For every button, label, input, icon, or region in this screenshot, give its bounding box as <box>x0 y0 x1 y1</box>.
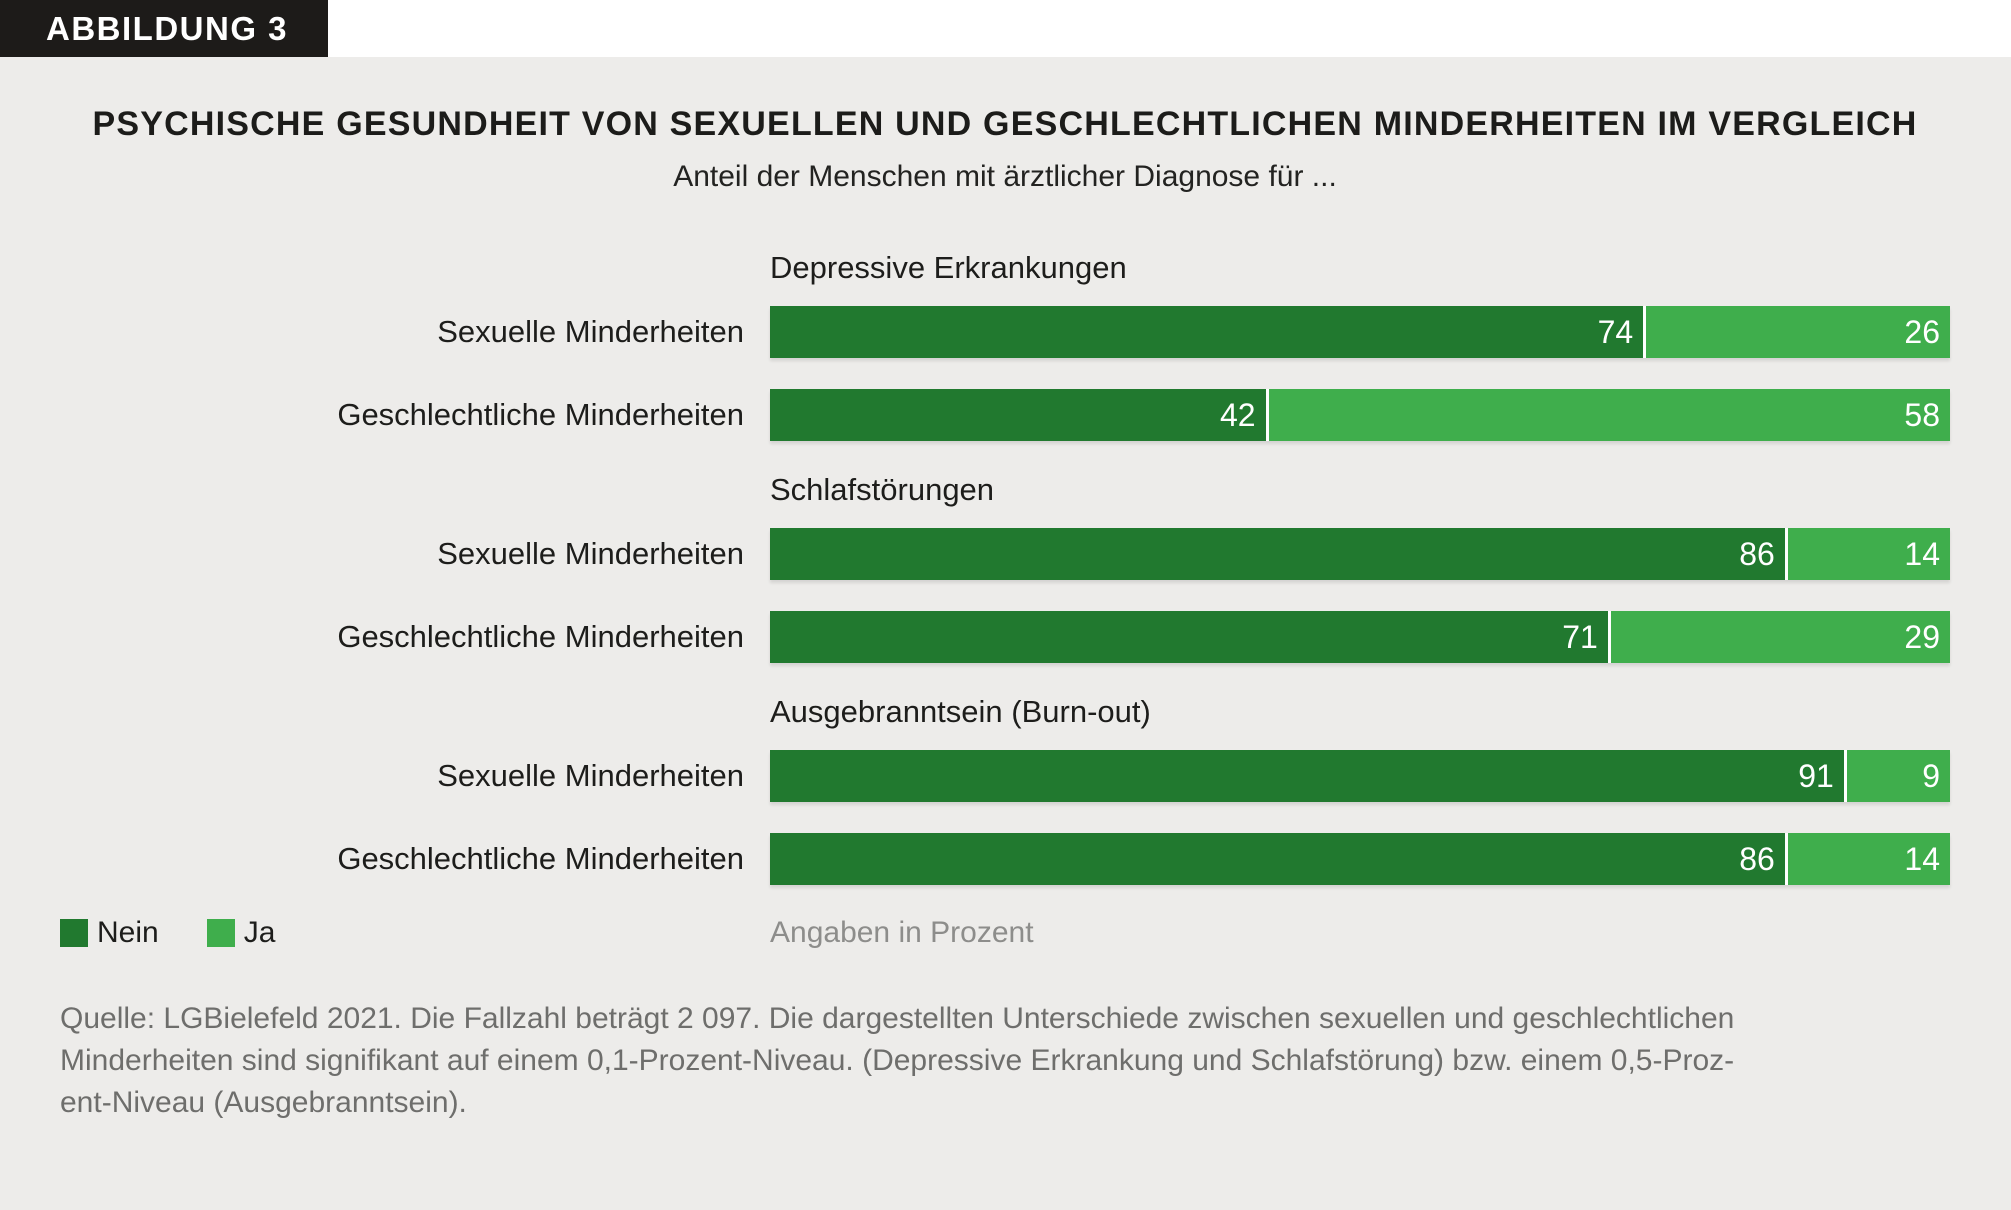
bar-row: Sexuelle Minderheiten 74 26 <box>60 306 1950 358</box>
stacked-bar: 91 9 <box>770 750 1950 802</box>
row-label: Geschlechtliche Minderheiten <box>337 841 744 876</box>
chart-title: PSYCHISCHE GESUNDHEIT VON SEXUELLEN UND … <box>92 105 1918 143</box>
bar-row: Geschlechtliche Minderheiten 71 29 <box>60 611 1950 663</box>
bar-row: Geschlechtliche Minderheiten 42 58 <box>60 389 1950 441</box>
bar-value-nein: 86 <box>1739 840 1775 877</box>
bar-value-nein: 86 <box>1739 535 1775 572</box>
row-label: Sexuelle Minderheiten <box>437 314 744 349</box>
row-label: Geschlechtliche Minderheiten <box>337 397 744 432</box>
group-header-row: Depressive Erkrankungen <box>60 250 1950 286</box>
group-header-row: Schlafstörungen <box>60 472 1950 508</box>
bar-segment-ja: 26 <box>1643 306 1950 358</box>
row-label: Geschlechtliche Minderheiten <box>337 619 744 654</box>
bar-value-ja: 26 <box>1904 313 1940 350</box>
bar-segment-nein: 86 <box>770 528 1785 580</box>
source-note: Quelle: LGBielefeld 2021. Die Fallzahl b… <box>60 998 1950 1124</box>
bar-segment-ja: 58 <box>1265 389 1950 441</box>
bar-segment-nein: 86 <box>770 833 1785 885</box>
chart-panel: PSYCHISCHE GESUNDHEIT VON SEXUELLEN UND … <box>0 57 2011 1210</box>
bar-value-ja: 14 <box>1904 535 1940 572</box>
stacked-bar-chart: Depressive Erkrankungen Sexuelle Minderh… <box>60 250 1950 950</box>
legend-label-ja: Ja <box>243 916 276 949</box>
legend-row: Nein Ja Angaben in Prozent <box>60 916 1950 950</box>
group-header-row: Ausgebranntsein (Burn-out) <box>60 694 1950 730</box>
figure-tag: ABBILDUNG 3 <box>0 0 329 57</box>
row-label: Sexuelle Minderheiten <box>437 536 744 571</box>
bar-value-nein: 74 <box>1597 313 1634 350</box>
legend: Nein Ja <box>60 916 770 950</box>
bar-segment-nein: 91 <box>770 750 1844 802</box>
stacked-bar: 74 26 <box>770 306 1950 358</box>
bar-segment-ja: 14 <box>1784 528 1950 580</box>
stacked-bar: 42 58 <box>770 389 1950 441</box>
bar-row: Sexuelle Minderheiten 91 9 <box>60 750 1950 802</box>
source-note-line: Quelle: LGBielefeld 2021. Die Fallzahl b… <box>60 1002 1735 1035</box>
bar-segment-nein: 71 <box>770 611 1608 663</box>
chart-subtitle: Anteil der Menschen mit ärztlicher Diagn… <box>673 160 1337 193</box>
bar-value-nein: 71 <box>1562 618 1598 655</box>
bar-value-nein: 91 <box>1798 757 1834 794</box>
bar-value-ja: 58 <box>1904 396 1940 433</box>
bar-value-nein: 42 <box>1220 396 1256 433</box>
bar-value-ja: 9 <box>1922 757 1940 794</box>
bar-row: Sexuelle Minderheiten 86 14 <box>60 528 1950 580</box>
bar-segment-nein: 42 <box>770 389 1266 441</box>
source-note-line: ent-Niveau (Ausgebranntsein). <box>60 1086 467 1119</box>
bar-value-ja: 29 <box>1904 618 1940 655</box>
unit-note: Angaben in Prozent <box>770 916 1034 949</box>
stacked-bar: 86 14 <box>770 528 1950 580</box>
bar-segment-ja: 14 <box>1784 833 1950 885</box>
row-label: Sexuelle Minderheiten <box>437 758 744 793</box>
group-header-depressive: Depressive Erkrankungen <box>770 250 1127 285</box>
bar-row: Geschlechtliche Minderheiten 86 14 <box>60 833 1950 885</box>
bar-segment-nein: 74 <box>770 306 1644 358</box>
group-header-burnout: Ausgebranntsein (Burn-out) <box>770 694 1151 729</box>
group-header-schlafstoerungen: Schlafstörungen <box>770 472 995 507</box>
bar-value-ja: 14 <box>1904 840 1940 877</box>
top-strip: ABBILDUNG 3 <box>0 0 2011 57</box>
stacked-bar: 71 29 <box>770 611 1950 663</box>
source-note-line: Minderheiten sind signifikant auf einem … <box>60 1044 1735 1077</box>
stacked-bar: 86 14 <box>770 833 1950 885</box>
legend-label-nein: Nein <box>97 916 159 949</box>
legend-swatch-ja <box>206 919 235 947</box>
bar-segment-ja: 29 <box>1607 611 1950 663</box>
bar-segment-ja: 9 <box>1843 750 1950 802</box>
legend-swatch-nein <box>60 919 88 947</box>
